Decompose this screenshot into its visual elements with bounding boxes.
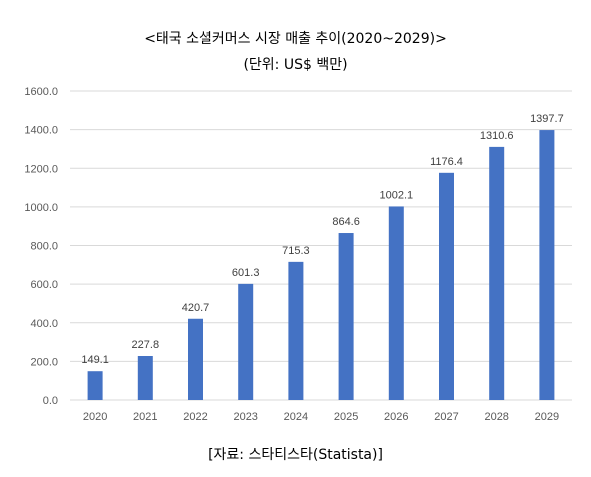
data-label: 1397.7 xyxy=(530,113,564,125)
y-tick-label: 400.0 xyxy=(30,318,58,330)
source-note: [자료: 스타티스타(Statista)] xyxy=(208,447,383,463)
y-tick-label: 1600.0 xyxy=(24,86,58,98)
x-tick-label: 2022 xyxy=(183,411,207,423)
bar xyxy=(288,261,304,400)
y-tick-label: 1400.0 xyxy=(24,125,58,137)
x-tick-label: 2023 xyxy=(233,411,257,423)
data-label: 1310.6 xyxy=(480,130,514,142)
y-tick-label: 1000.0 xyxy=(24,202,58,214)
bar xyxy=(539,130,555,400)
gridlines xyxy=(70,90,572,401)
data-label: 227.8 xyxy=(132,339,160,351)
y-axis-ticks: 0.0 200.0 400.0 600.0 800.0 1000.0 1200.0 1400.… xyxy=(24,86,58,407)
bar xyxy=(439,172,454,400)
data-label: 420.7 xyxy=(182,302,210,314)
x-tick-label: 2026 xyxy=(384,411,408,423)
x-tick-label: 2020 xyxy=(83,411,107,423)
data-labels: 149.1 227.8 420.7 601.3 715.3 864.6 1002.1 1176… xyxy=(81,113,563,366)
y-tick-label: 200.0 xyxy=(30,356,58,368)
bar xyxy=(188,318,203,400)
x-tick-label: 2024 xyxy=(284,411,308,423)
bar xyxy=(338,233,354,400)
data-label: 864.6 xyxy=(332,216,360,228)
bar xyxy=(489,146,505,400)
y-tick-label: 800.0 xyxy=(30,241,58,253)
y-tick-label: 1200.0 xyxy=(24,163,58,175)
x-tick-label: 2029 xyxy=(535,411,559,423)
data-label: 1176.4 xyxy=(430,156,463,168)
x-tick-label: 2021 xyxy=(133,411,157,423)
bar xyxy=(87,371,103,400)
data-label: 1002.1 xyxy=(379,189,413,201)
bars xyxy=(87,130,555,400)
x-axis-ticks: 2020 2021 2022 2023 2024 2025 2026 2027 2028 2029 xyxy=(83,411,559,423)
x-tick-label: 2027 xyxy=(434,411,458,423)
bar xyxy=(137,356,153,400)
bar xyxy=(238,283,254,400)
bar xyxy=(388,206,404,400)
y-tick-label: 600.0 xyxy=(30,279,58,291)
data-label: 149.1 xyxy=(81,354,109,366)
data-label: 601.3 xyxy=(232,267,260,279)
chart-subtitle: (단위: US$ 백만) xyxy=(243,57,348,73)
x-tick-label: 2028 xyxy=(484,411,508,423)
chart-title: <태국 소셜커머스 시장 매출 추이(2020~2029)> xyxy=(144,31,447,47)
y-tick-label: 0.0 xyxy=(43,395,58,407)
x-tick-label: 2025 xyxy=(334,411,358,423)
data-label: 715.3 xyxy=(282,245,310,257)
